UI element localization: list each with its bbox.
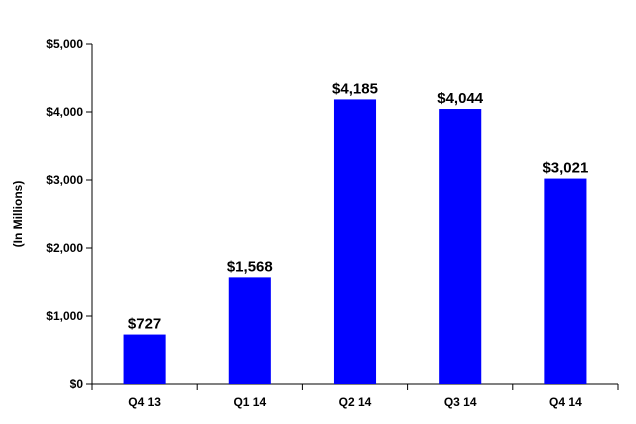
x-tick-label: Q4 13 <box>128 395 161 409</box>
y-tick-label: $3,000 <box>46 173 83 187</box>
bar <box>123 334 166 384</box>
bar <box>544 178 587 384</box>
bar <box>228 277 271 384</box>
bar <box>439 109 482 385</box>
data-label: $1,568 <box>227 258 273 275</box>
x-tick-label: Q1 14 <box>233 395 266 409</box>
bar <box>333 99 377 385</box>
y-tick-label: $2,000 <box>46 241 83 255</box>
data-label: $4,044 <box>437 90 484 107</box>
x-tick-label: Q3 14 <box>444 395 477 409</box>
data-label: $3,021 <box>542 160 588 177</box>
y-axis: $0 $1,000 $2,000 $3,000 $4,000 $5,000 <box>46 37 93 391</box>
y-tick-label: $5,000 <box>46 37 83 51</box>
y-tick-label: $1,000 <box>46 309 83 323</box>
x-tick-label: Q4 14 <box>549 395 582 409</box>
y-tick-label: $4,000 <box>46 105 83 119</box>
bars <box>123 99 587 385</box>
y-axis-title: (In Millions) <box>11 181 25 248</box>
x-tick-label: Q2 14 <box>339 395 372 409</box>
y-tick-label: $0 <box>70 377 84 391</box>
x-axis: Q4 13 Q1 14 Q2 14 Q3 14 Q4 14 <box>91 383 619 409</box>
data-label: $4,185 <box>332 80 378 97</box>
data-labels: $727 $1,568 $4,185 $4,044 $3,021 <box>128 80 588 332</box>
data-label: $727 <box>128 316 161 333</box>
